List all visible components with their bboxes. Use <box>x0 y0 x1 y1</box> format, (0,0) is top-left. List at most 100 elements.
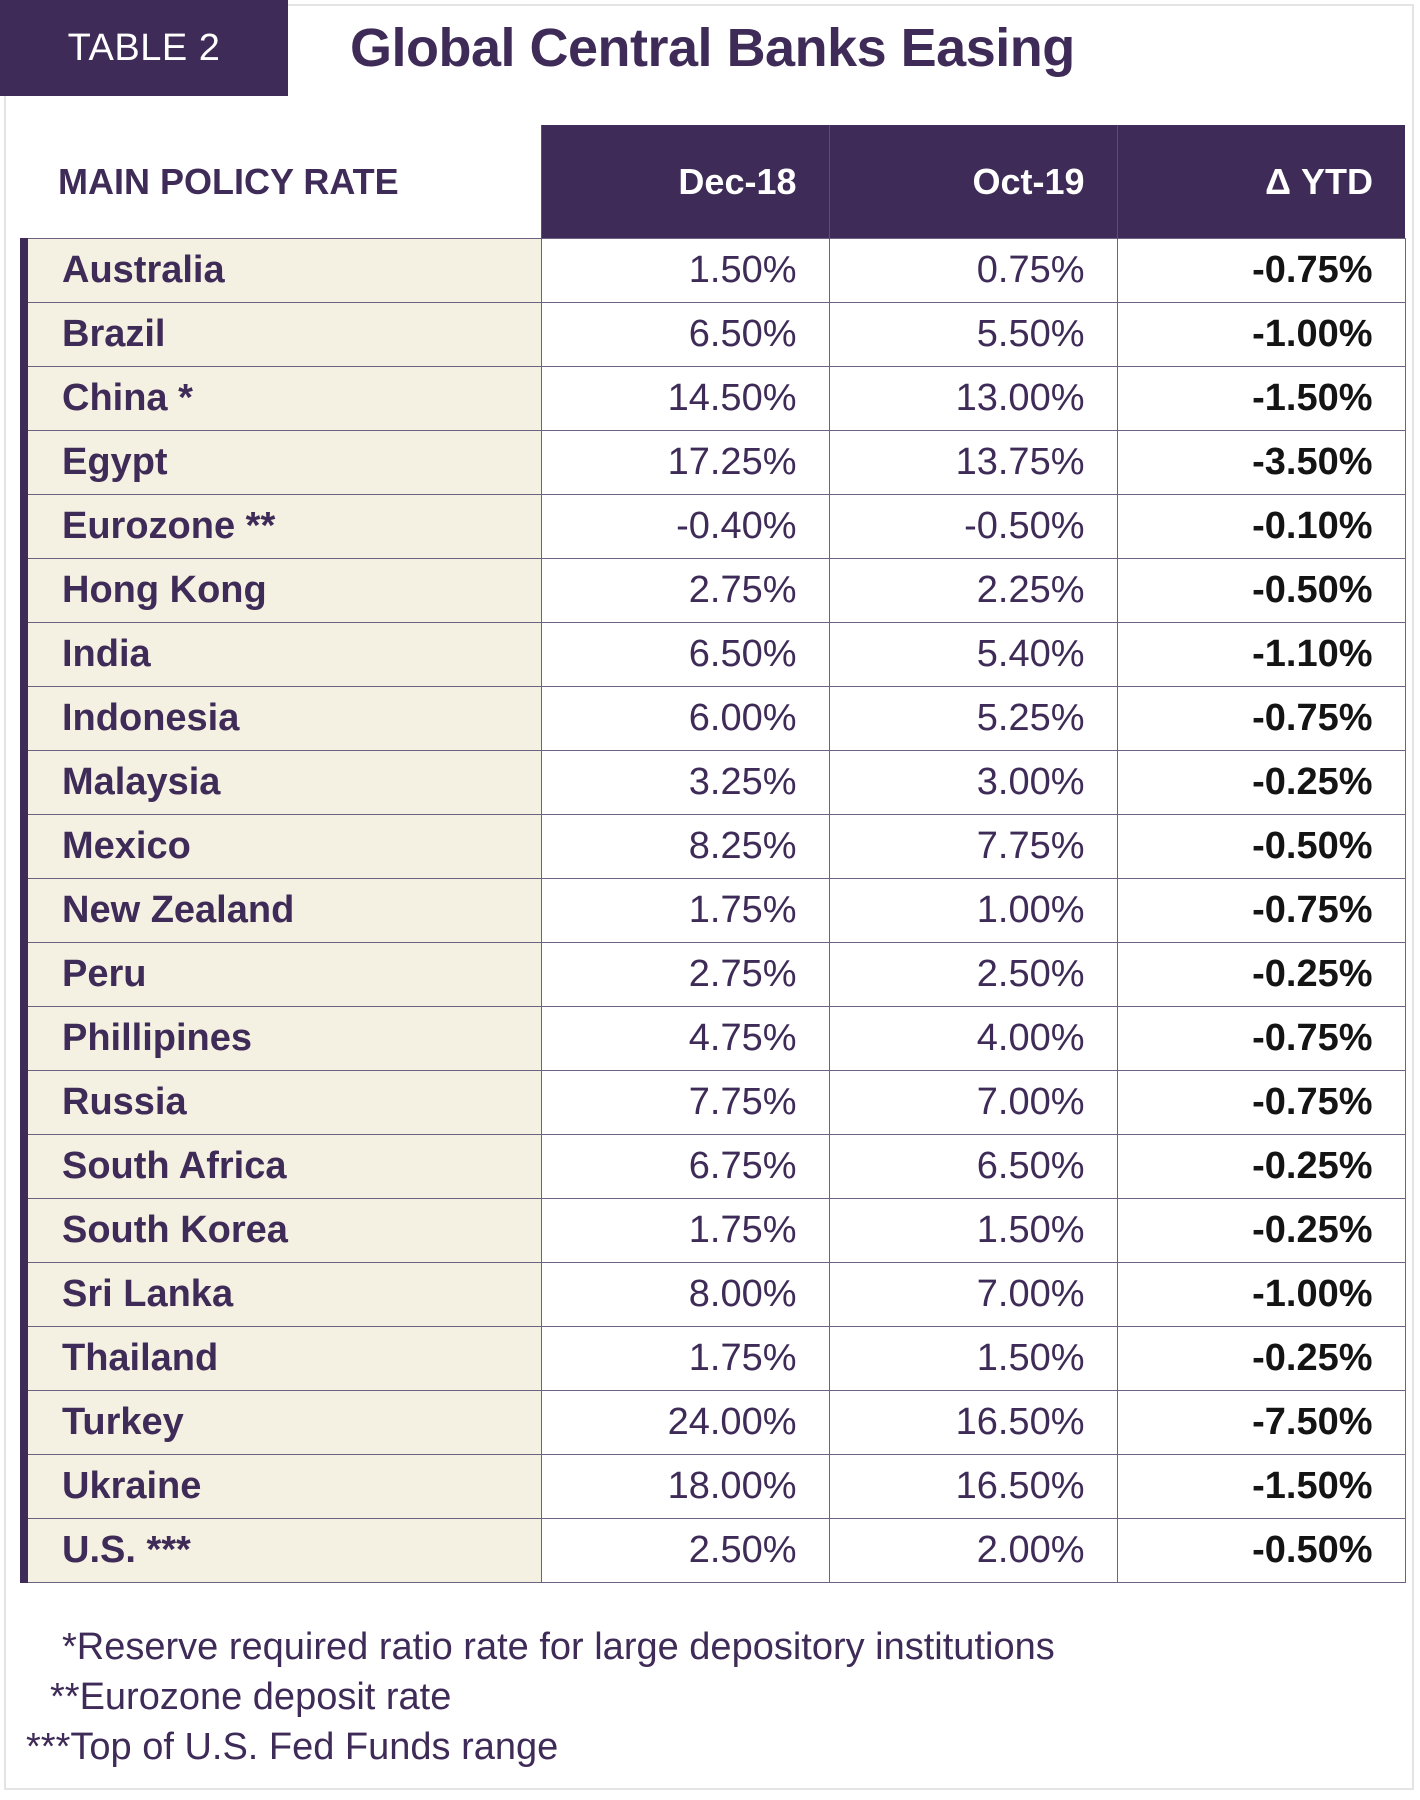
country-cell: China * <box>20 366 542 431</box>
country-cell: Thailand <box>20 1326 542 1391</box>
column-header-oct-19: Oct-19 <box>828 125 1117 239</box>
country-cell: Brazil <box>20 302 542 367</box>
ytd-change-cell: -0.50% <box>1117 558 1406 623</box>
dec-18-cell: 18.00% <box>541 1454 830 1519</box>
dec-18-cell: 7.75% <box>541 1070 830 1135</box>
oct-19-cell: 1.50% <box>829 1326 1118 1391</box>
oct-19-cell: 4.00% <box>829 1006 1118 1071</box>
country-cell: India <box>20 622 542 687</box>
dec-18-cell: 1.75% <box>541 1198 830 1263</box>
ytd-change-cell: -1.50% <box>1117 1454 1406 1519</box>
country-cell: New Zealand <box>20 878 542 943</box>
dec-18-cell: 17.25% <box>541 430 830 495</box>
country-cell: Egypt <box>20 430 542 495</box>
oct-19-cell: 13.75% <box>829 430 1118 495</box>
ytd-change-cell: -0.75% <box>1117 238 1406 303</box>
table-row: South Africa 6.75% 6.50% -0.25% <box>20 1134 1406 1199</box>
footnotes: *Reserve required ratio rate for large d… <box>26 1622 1055 1772</box>
dec-18-cell: 1.75% <box>541 1326 830 1391</box>
oct-19-cell: 5.50% <box>829 302 1118 367</box>
ytd-change-cell: -0.25% <box>1117 1134 1406 1199</box>
oct-19-cell: 1.50% <box>829 1198 1118 1263</box>
oct-19-cell: 13.00% <box>829 366 1118 431</box>
column-header-delta-ytd: Δ YTD <box>1116 125 1405 239</box>
page-frame <box>4 4 1414 1790</box>
oct-19-cell: 7.00% <box>829 1070 1118 1135</box>
oct-19-cell: 3.00% <box>829 750 1118 815</box>
table-row: Australia 1.50% 0.75% -0.75% <box>20 238 1406 303</box>
ytd-change-cell: -0.25% <box>1117 942 1406 1007</box>
oct-19-cell: 7.00% <box>829 1262 1118 1327</box>
ytd-change-cell: -1.00% <box>1117 302 1406 367</box>
country-cell: Eurozone ** <box>20 494 542 559</box>
table-row: Hong Kong 2.75% 2.25% -0.50% <box>20 558 1406 623</box>
country-cell: Australia <box>20 238 542 303</box>
table-row: Malaysia 3.25% 3.00% -0.25% <box>20 750 1406 815</box>
country-cell: South Korea <box>20 1198 542 1263</box>
table-body: Australia 1.50% 0.75% -0.75% Brazil 6.50% 5.50… <box>20 238 1406 1583</box>
country-cell: Turkey <box>20 1390 542 1455</box>
dec-18-cell: 8.00% <box>541 1262 830 1327</box>
ytd-change-cell: -0.75% <box>1117 1070 1406 1135</box>
ytd-change-cell: -0.10% <box>1117 494 1406 559</box>
dec-18-cell: 14.50% <box>541 366 830 431</box>
page-title: Global Central Banks Easing <box>350 18 1075 78</box>
table-row: Sri Lanka 8.00% 7.00% -1.00% <box>20 1262 1406 1327</box>
column-header-dec-18: Dec-18 <box>540 125 829 239</box>
table-row: Turkey 24.00% 16.50% -7.50% <box>20 1390 1406 1455</box>
dec-18-cell: 2.75% <box>541 558 830 623</box>
table-row: Phillipines 4.75% 4.00% -0.75% <box>20 1006 1406 1071</box>
dec-18-cell: 6.50% <box>541 622 830 687</box>
ytd-change-cell: -1.50% <box>1117 366 1406 431</box>
oct-19-cell: 2.25% <box>829 558 1118 623</box>
ytd-change-cell: -0.25% <box>1117 1326 1406 1391</box>
dec-18-cell: 2.75% <box>541 942 830 1007</box>
column-header-policy-rate: MAIN POLICY RATE <box>24 125 541 239</box>
oct-19-cell: 2.00% <box>829 1518 1118 1583</box>
oct-19-cell: 0.75% <box>829 238 1118 303</box>
dec-18-cell: 6.00% <box>541 686 830 751</box>
oct-19-cell: 5.25% <box>829 686 1118 751</box>
ytd-change-cell: -0.75% <box>1117 878 1406 943</box>
ytd-change-cell: -0.25% <box>1117 1198 1406 1263</box>
table-row: Mexico 8.25% 7.75% -0.50% <box>20 814 1406 879</box>
table-row: South Korea 1.75% 1.50% -0.25% <box>20 1198 1406 1263</box>
ytd-change-cell: -7.50% <box>1117 1390 1406 1455</box>
ytd-change-cell: -0.25% <box>1117 750 1406 815</box>
table-row: Egypt 17.25% 13.75% -3.50% <box>20 430 1406 495</box>
ytd-change-cell: -0.50% <box>1117 1518 1406 1583</box>
ytd-change-cell: -0.50% <box>1117 814 1406 879</box>
table-header-row: MAIN POLICY RATE Dec-18 Oct-19 Δ YTD <box>24 125 1405 239</box>
table-row: Russia 7.75% 7.00% -0.75% <box>20 1070 1406 1135</box>
table-row: Indonesia 6.00% 5.25% -0.75% <box>20 686 1406 751</box>
dec-18-cell: 1.50% <box>541 238 830 303</box>
country-cell: Russia <box>20 1070 542 1135</box>
table-row: China * 14.50% 13.00% -1.50% <box>20 366 1406 431</box>
oct-19-cell: 5.40% <box>829 622 1118 687</box>
ytd-change-cell: -1.10% <box>1117 622 1406 687</box>
dec-18-cell: 3.25% <box>541 750 830 815</box>
table-row: U.S. *** 2.50% 2.00% -0.50% <box>20 1518 1406 1583</box>
ytd-change-cell: -0.75% <box>1117 686 1406 751</box>
table-row: Brazil 6.50% 5.50% -1.00% <box>20 302 1406 367</box>
country-cell: Peru <box>20 942 542 1007</box>
dec-18-cell: -0.40% <box>541 494 830 559</box>
oct-19-cell: 2.50% <box>829 942 1118 1007</box>
dec-18-cell: 6.50% <box>541 302 830 367</box>
country-cell: Phillipines <box>20 1006 542 1071</box>
policy-rate-table: MAIN POLICY RATE Dec-18 Oct-19 Δ YTD Aus… <box>20 125 1406 1583</box>
footnote-china: *Reserve required ratio rate for large d… <box>62 1626 1055 1668</box>
dec-18-cell: 1.75% <box>541 878 830 943</box>
footnote-eurozone: **Eurozone deposit rate <box>50 1676 452 1718</box>
dec-18-cell: 24.00% <box>541 1390 830 1455</box>
country-cell: Ukraine <box>20 1454 542 1519</box>
table-number-tag: TABLE 2 <box>0 0 288 96</box>
ytd-change-cell: -0.75% <box>1117 1006 1406 1071</box>
table-row: Eurozone ** -0.40% -0.50% -0.10% <box>20 494 1406 559</box>
oct-19-cell: 16.50% <box>829 1454 1118 1519</box>
table-row: Peru 2.75% 2.50% -0.25% <box>20 942 1406 1007</box>
footnote-us: ***Top of U.S. Fed Funds range <box>26 1726 559 1768</box>
dec-18-cell: 4.75% <box>541 1006 830 1071</box>
oct-19-cell: -0.50% <box>829 494 1118 559</box>
country-cell: Malaysia <box>20 750 542 815</box>
